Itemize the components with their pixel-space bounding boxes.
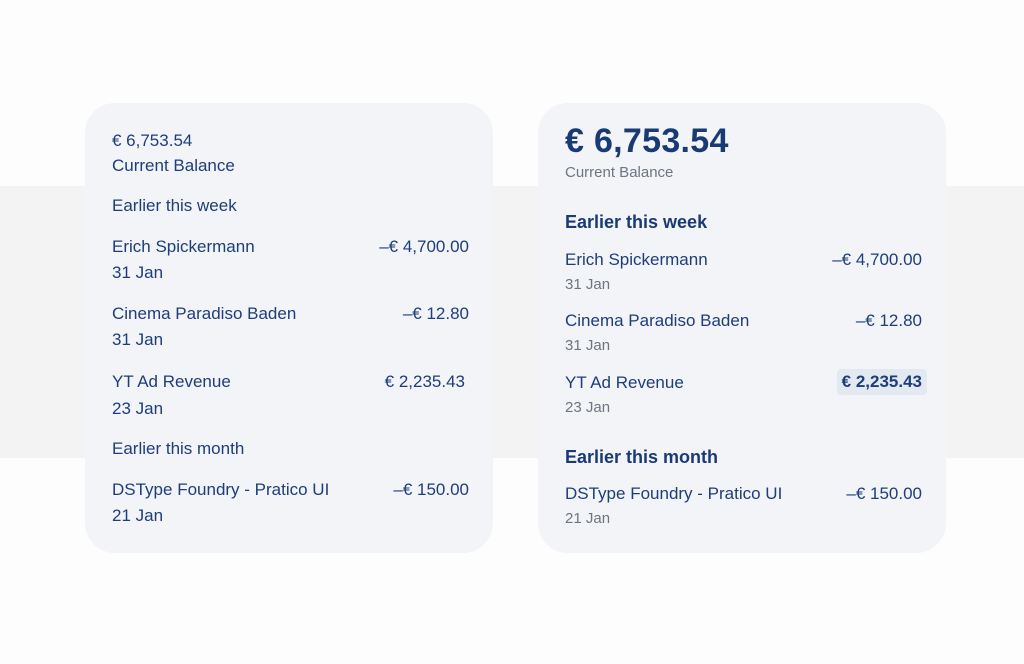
- section-title-month: Earlier this month: [112, 439, 245, 458]
- transaction-name: Erich Spickermann: [565, 250, 708, 269]
- balance-card-plain: € 6,753.54 Current Balance Earlier this …: [85, 103, 493, 553]
- transaction-name: YT Ad Revenue: [565, 373, 684, 392]
- transaction-date: 31 Jan: [112, 330, 164, 349]
- balance-card-styled: € 6,753.54 Current Balance Earlier this …: [538, 103, 946, 553]
- transaction-amount: –€ 12.80: [855, 311, 922, 330]
- transaction-amount: –€ 12.80: [402, 304, 469, 323]
- transaction-date: 21 Jan: [565, 510, 611, 527]
- transaction-date: 21 Jan: [112, 506, 164, 525]
- transaction-name: Erich Spickermann: [112, 237, 255, 256]
- balance-label: Current Balance: [112, 156, 235, 175]
- transaction-name: Cinema Paradiso Baden: [112, 304, 297, 323]
- transaction-amount: –€ 4,700.00: [832, 250, 922, 269]
- transaction-name: DSType Foundry - Pratico UI: [565, 484, 783, 503]
- transaction-name: DSType Foundry - Pratico UI: [112, 480, 330, 499]
- transaction-amount: –€ 150.00: [393, 480, 469, 499]
- section-title-week: Earlier this week: [565, 212, 708, 232]
- transaction-amount: –€ 150.00: [846, 484, 922, 503]
- section-title-week: Earlier this week: [112, 196, 237, 215]
- transaction-amount-highlighted: € 2,235.43: [836, 369, 927, 395]
- section-title-month: Earlier this month: [565, 447, 719, 467]
- balance-amount: € 6,753.54: [565, 122, 729, 160]
- transaction-date: 23 Jan: [112, 399, 164, 418]
- balance-amount: € 6,753.54: [112, 131, 193, 150]
- transaction-date: 31 Jan: [565, 276, 611, 293]
- balance-label: Current Balance: [565, 164, 674, 181]
- transaction-date: 23 Jan: [565, 399, 611, 416]
- transaction-amount: –€ 4,700.00: [379, 237, 469, 256]
- transaction-date: 31 Jan: [112, 263, 164, 282]
- transaction-name: YT Ad Revenue: [112, 372, 231, 391]
- transaction-date: 31 Jan: [565, 337, 611, 354]
- transaction-amount: € 2,235.43: [384, 372, 465, 391]
- transaction-name: Cinema Paradiso Baden: [565, 311, 750, 330]
